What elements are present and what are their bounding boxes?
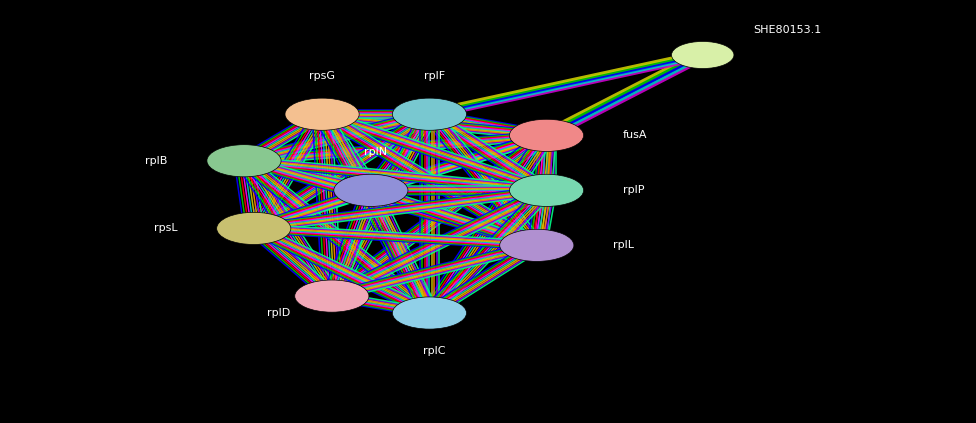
Circle shape	[671, 41, 734, 69]
Circle shape	[500, 229, 574, 261]
Circle shape	[509, 174, 584, 206]
Circle shape	[217, 212, 291, 244]
Circle shape	[334, 174, 408, 206]
Text: rplL: rplL	[613, 240, 634, 250]
Text: rplB: rplB	[145, 156, 168, 166]
Circle shape	[392, 98, 467, 130]
Circle shape	[295, 280, 369, 312]
Text: rplC: rplC	[423, 346, 446, 356]
Circle shape	[285, 98, 359, 130]
Circle shape	[207, 145, 281, 177]
Text: fusA: fusA	[623, 130, 647, 140]
Circle shape	[392, 297, 467, 329]
Text: rpsG: rpsG	[309, 71, 335, 81]
Circle shape	[509, 119, 584, 151]
Text: rplF: rplF	[424, 71, 445, 81]
Text: rplD: rplD	[266, 308, 290, 318]
Text: rplP: rplP	[623, 185, 644, 195]
Text: rplN: rplN	[364, 147, 387, 157]
Text: SHE80153.1: SHE80153.1	[753, 25, 822, 35]
Text: rpsL: rpsL	[154, 223, 178, 233]
